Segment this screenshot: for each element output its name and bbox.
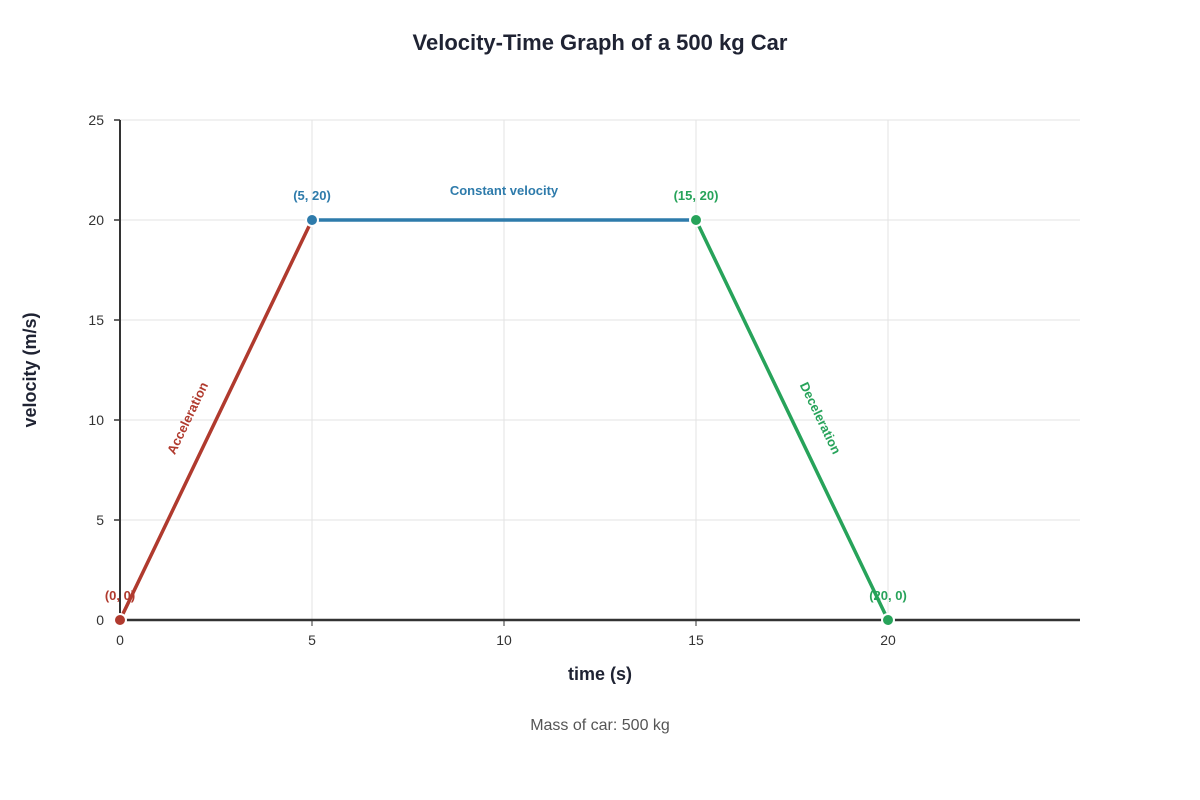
data-point bbox=[881, 613, 895, 627]
grid bbox=[119, 119, 1080, 621]
x-axis-title: time (s) bbox=[568, 664, 632, 684]
segment-deceleration bbox=[694, 218, 890, 622]
y-tick-label: 15 bbox=[88, 312, 104, 328]
x-tick-label: 15 bbox=[688, 632, 704, 648]
segment-acceleration bbox=[118, 218, 314, 622]
segment-label: Constant velocity bbox=[450, 183, 559, 198]
y-tick-label: 25 bbox=[88, 112, 104, 128]
y-tick-label: 10 bbox=[88, 412, 104, 428]
data-point bbox=[305, 213, 319, 227]
x-tick-label: 20 bbox=[880, 632, 896, 648]
data-point-label: (20, 0) bbox=[869, 588, 907, 603]
y-tick-label: 0 bbox=[96, 612, 104, 628]
chart-caption: Mass of car: 500 kg bbox=[530, 717, 670, 734]
x-tick-label: 10 bbox=[496, 632, 512, 648]
y-axis-title: velocity (m/s) bbox=[20, 312, 40, 427]
data-point-label: (0, 0) bbox=[105, 588, 135, 603]
series bbox=[113, 213, 895, 627]
axes: 0 5 10 15 20 25 0 5 10 15 20 bbox=[88, 112, 1080, 648]
data-point-label: (15, 20) bbox=[674, 188, 719, 203]
data-point bbox=[689, 213, 703, 227]
chart-title: Velocity-Time Graph of a 500 kg Car bbox=[413, 30, 788, 55]
x-tick-label: 0 bbox=[116, 632, 124, 648]
y-tick-label: 20 bbox=[88, 212, 104, 228]
x-tick-label: 5 bbox=[308, 632, 316, 648]
data-point bbox=[113, 613, 127, 627]
data-point-label: (5, 20) bbox=[293, 188, 331, 203]
y-tick-label: 5 bbox=[96, 512, 104, 528]
